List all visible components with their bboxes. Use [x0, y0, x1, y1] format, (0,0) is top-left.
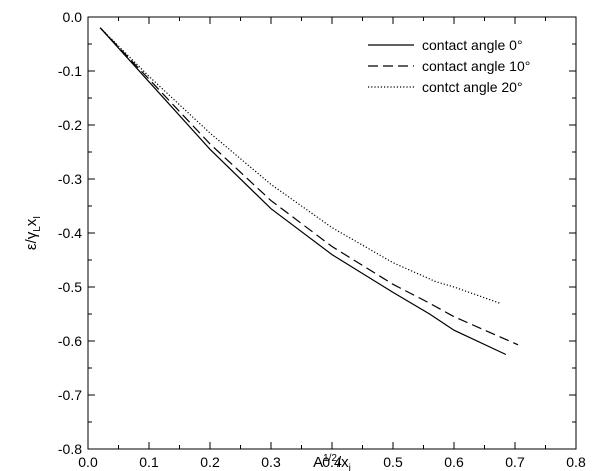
legend-label-3: contct angle 20° [422, 79, 523, 95]
x-tick-label: 0.5 [383, 454, 403, 470]
series-line-3 [99, 27, 501, 304]
x-tick-label: 0.8 [566, 454, 586, 470]
y-axis-label-mid: x [23, 218, 40, 226]
x-tick-label: 0.0 [78, 454, 98, 470]
series-line-2 [99, 27, 519, 346]
y-tick-label: -0.3 [58, 171, 82, 187]
y-tick-label: -0.8 [58, 441, 82, 457]
y-tick-label: -0.5 [58, 279, 82, 295]
y-axis-label-main: ε/γ [23, 231, 40, 250]
x-axis-label: A1/2/xi [313, 453, 351, 471]
axis-ticks [87, 16, 577, 450]
x-axis-label-main: A [313, 454, 323, 471]
x-tick-label: 0.7 [505, 454, 525, 470]
y-axis-label-sub2: I [32, 216, 43, 219]
y-axis-label: ε/γLxI [23, 216, 43, 250]
y-tick-label: -0.4 [58, 225, 82, 241]
y-axis-label-sub1: L [32, 226, 43, 232]
series-lines [99, 27, 519, 356]
series-line-1 [99, 27, 507, 356]
y-tick-label: 0.0 [63, 9, 83, 25]
y-tick-label: -0.7 [58, 387, 82, 403]
x-tick-labels: 0.0 0.1 0.2 0.3 0.4 0.5 0.6 0.7 0.8 [78, 454, 586, 470]
y-tick-label: -0.2 [58, 117, 82, 133]
x-tick-label: 0.1 [139, 454, 159, 470]
x-axis-label-mid: /x [337, 454, 349, 471]
legend-label-2: contact angle 10° [422, 58, 530, 74]
y-tick-labels: 0.0 -0.1 -0.2 -0.3 -0.4 -0.5 -0.6 -0.7 -0.8 [58, 9, 82, 457]
legend: contact angle 0° contact angle 10° contct … [368, 37, 530, 95]
x-tick-label: 0.3 [261, 454, 281, 470]
plot-frame [87, 16, 577, 450]
x-axis-label-sup: 1/2 [323, 453, 337, 464]
x-tick-label: 0.6 [444, 454, 464, 470]
x-tick-label: 0.4 [322, 454, 342, 470]
y-tick-label: -0.6 [58, 333, 82, 349]
x-axis-label-sub: i [349, 463, 351, 471]
legend-label-1: contact angle 0° [422, 37, 523, 53]
x-tick-label: 0.2 [200, 454, 220, 470]
y-tick-label: -0.1 [58, 63, 82, 79]
